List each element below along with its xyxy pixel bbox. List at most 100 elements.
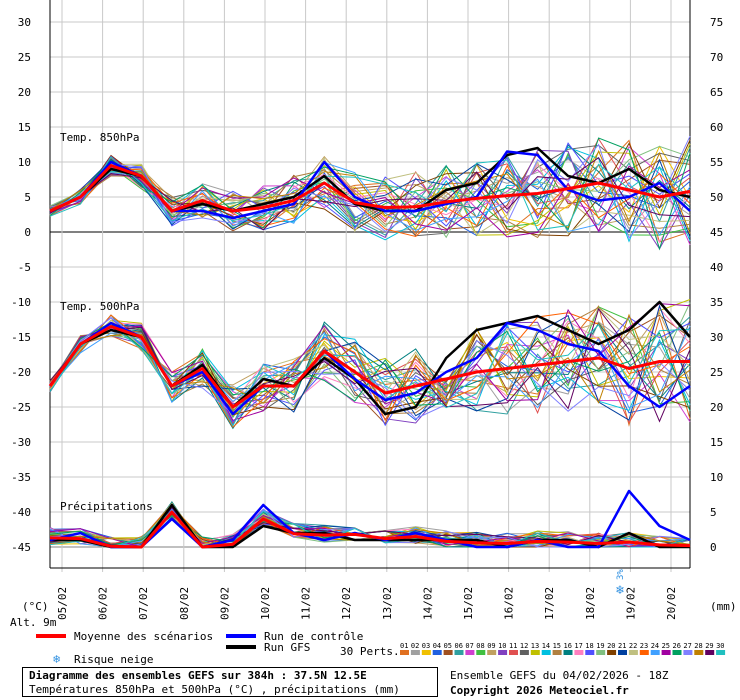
member-color-swatch <box>410 650 420 655</box>
date-tick-label: 08/02 <box>178 587 191 620</box>
member-color-swatch <box>628 650 638 655</box>
legend-label-perts: 30 Perts. <box>340 645 400 658</box>
series-line-850 <box>49 164 691 213</box>
member-line-850 <box>49 155 691 238</box>
left-tick-label: -45 <box>11 541 31 554</box>
member-id-label: 30 <box>716 642 724 650</box>
series-line-precip <box>49 510 691 549</box>
member-color-swatch <box>498 650 508 655</box>
chart-grid <box>49 0 691 572</box>
right-tick-label: 30 <box>710 331 723 344</box>
date-tick-label: 06/02 <box>97 587 110 620</box>
member-color-swatch <box>400 650 409 655</box>
snow-risk-value: 3% <box>616 569 626 580</box>
right-tick-label: 5 <box>710 506 717 519</box>
member-color-swatch <box>530 650 540 655</box>
date-tick-label: 16/02 <box>503 587 516 620</box>
left-tick-label: 25 <box>18 51 31 64</box>
member-id-label: 25 <box>662 642 670 650</box>
date-tick-label: 17/02 <box>543 587 556 620</box>
member-id-label: 11 <box>509 642 517 650</box>
right-tick-label: 60 <box>710 121 723 134</box>
right-tick-label: 15 <box>710 436 723 449</box>
right-tick-label: 20 <box>710 401 723 414</box>
member-color-swatch <box>672 650 682 655</box>
member-id-label: 06 <box>455 642 463 650</box>
right-tick-label: 75 <box>710 16 723 29</box>
run-label: Ensemble GEFS du 04/02/2026 - 18Z <box>450 669 669 682</box>
member-id-label: 14 <box>542 642 550 650</box>
panel-title: Temp. 500hPa <box>60 300 139 313</box>
legend-label-control: Run de contrôle <box>264 630 363 643</box>
footer-title: Diagramme des ensembles GEFS sur 384h : … <box>29 669 367 682</box>
right-tick-label: 40 <box>710 261 723 274</box>
copyright: Copyright 2026 Meteociel.fr <box>450 684 629 697</box>
member-color-swatch <box>596 650 606 655</box>
member-color-swatch <box>563 650 573 655</box>
right-tick-label: 55 <box>710 156 723 169</box>
right-tick-label: 65 <box>710 86 723 99</box>
legend: Moyenne des scénarios Run de contrôleRun … <box>36 630 726 666</box>
right-tick-label: 45 <box>710 226 723 239</box>
member-color-swatch <box>432 650 442 655</box>
member-id-label: 26 <box>673 642 681 650</box>
member-id-label: 23 <box>640 642 648 650</box>
left-tick-label: -20 <box>11 366 31 379</box>
footer-box: Diagramme des ensembles GEFS sur 384h : … <box>22 667 438 697</box>
member-line-850 <box>49 164 691 238</box>
member-id-label: 17 <box>574 642 582 650</box>
member-color-swatch <box>639 650 649 655</box>
member-id-label: 10 <box>498 642 506 650</box>
right-tick-label: 35 <box>710 296 723 309</box>
member-color-swatch <box>541 650 551 655</box>
member-id-label: 24 <box>651 642 659 650</box>
member-color-swatch <box>683 650 693 655</box>
right-tick-label: 10 <box>710 471 723 484</box>
member-id-label: 27 <box>683 642 691 650</box>
member-line-850 <box>49 161 691 237</box>
member-color-swatch <box>487 650 497 655</box>
member-id-label: 20 <box>607 642 615 650</box>
date-tick-label: 18/02 <box>584 587 597 620</box>
right-tick-label: 50 <box>710 191 723 204</box>
left-tick-label: -15 <box>11 331 31 344</box>
right-tick-label: 25 <box>710 366 723 379</box>
date-tick-label: 19/02 <box>624 587 637 620</box>
member-id-label: 28 <box>694 642 702 650</box>
member-color-swatch <box>421 650 431 655</box>
date-tick-label: 15/02 <box>462 587 475 620</box>
member-line-500 <box>49 323 691 427</box>
footer-subtitle: Températures 850hPa et 500hPa (°C) , pré… <box>29 683 400 696</box>
legend-label-gfs: Run GFS <box>264 641 310 654</box>
member-line-850 <box>49 155 691 226</box>
member-line-500 <box>49 312 691 428</box>
member-color-swatch <box>443 650 453 655</box>
member-id-label: 15 <box>553 642 561 650</box>
member-color-swatch <box>705 650 715 655</box>
member-color-swatch <box>552 650 562 655</box>
left-tick-label: -30 <box>11 436 31 449</box>
left-tick-label: 0 <box>24 226 31 239</box>
member-id-label: 01 <box>400 642 408 650</box>
panel-title: Temp. 850hPa <box>60 131 139 144</box>
member-color-swatch <box>585 650 595 655</box>
member-id-label: 04 <box>433 642 441 650</box>
left-tick-label: 30 <box>18 16 31 29</box>
member-id-label: 13 <box>531 642 539 650</box>
date-tick-label: 20/02 <box>665 587 678 620</box>
series-line-500 <box>48 325 690 409</box>
left-tick-label: -35 <box>11 471 31 484</box>
main-lines <box>48 146 691 549</box>
legend-label-mean: Moyenne des scénarios <box>74 630 213 643</box>
member-id-label: 08 <box>476 642 484 650</box>
left-tick-label: 5 <box>24 191 31 204</box>
member-id-label: 18 <box>585 642 593 650</box>
member-color-swatch <box>519 650 529 655</box>
left-unit: (°C) <box>22 600 49 613</box>
member-id-label: 03 <box>422 642 430 650</box>
member-color-swatch <box>694 650 704 655</box>
left-tick-label: 10 <box>18 156 31 169</box>
date-tick-label: 07/02 <box>137 587 150 620</box>
member-color-swatch <box>454 650 464 655</box>
